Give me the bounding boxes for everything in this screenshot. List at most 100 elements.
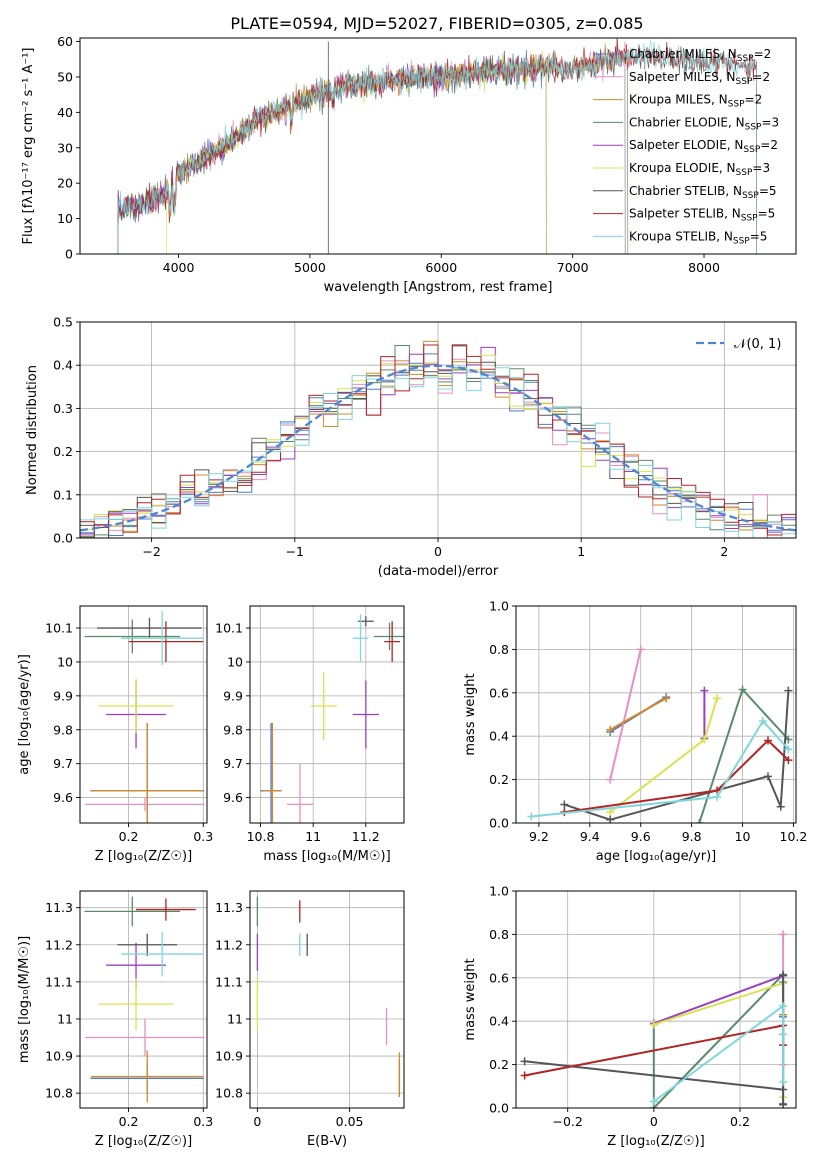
x-tick-label: 0.05 — [336, 1114, 364, 1129]
y-tick-label: 10 — [57, 211, 73, 226]
y-tick-label: 1.0 — [489, 884, 509, 899]
x-axis-label: E(B-V) — [307, 1134, 347, 1149]
weight-line-7 — [564, 739, 790, 814]
legend-label: Kroupa ELODIE, NSSP=3 — [629, 161, 770, 178]
errorbar-point-8 — [352, 614, 369, 662]
plus-marker — [606, 815, 615, 823]
legend-tail: =5 — [758, 207, 776, 221]
plus-marker — [758, 717, 767, 726]
plus-marker — [560, 800, 569, 809]
y-tick-label: 9.8 — [53, 722, 73, 737]
errorbar-point-7 — [128, 621, 204, 662]
plus-marker — [738, 685, 747, 694]
legend-tail: =2 — [760, 138, 778, 152]
y-axis-label: age [log₁₀(age/yr)] — [17, 654, 32, 775]
weight-line-4 — [653, 974, 784, 1025]
errorbar-point-3 — [84, 619, 181, 654]
x-axis-label: age [log₁₀(age/yr)] — [596, 849, 717, 864]
y-tick-label: 9.9 — [53, 688, 73, 703]
y-tick-label: 10.9 — [215, 1049, 243, 1064]
errorbar-point-3 — [84, 896, 181, 927]
plus-marker — [520, 1071, 529, 1080]
axes-frame — [515, 890, 797, 1109]
y-tick-label: 0.3 — [53, 401, 73, 416]
legend-label: Kroupa MILES, NSSP=2 — [629, 93, 762, 110]
legend-label: Chabrier STELIB, NSSP=5 — [629, 184, 777, 201]
errorbar-point-8 — [121, 611, 204, 666]
legend-label: Chabrier MILES, NSSP=2 — [629, 47, 771, 64]
errorbar-point-3 — [373, 622, 404, 651]
legend-tail: =3 — [752, 161, 770, 175]
y-tick-label: 60 — [57, 34, 73, 49]
x-tick-label: 0.2 — [119, 829, 139, 844]
legend-tail: =2 — [745, 93, 763, 107]
legend-subscript: SSP — [737, 54, 754, 64]
y-tick-label: 20 — [57, 176, 73, 191]
plot-content — [527, 645, 793, 823]
y-tick-label: 40 — [57, 105, 73, 120]
y-tick-label: 0.4 — [489, 1014, 509, 1029]
y-tick-label: 0.4 — [53, 358, 73, 373]
y-tick-label: 10.8 — [215, 1086, 243, 1101]
errorbar-point-5 — [98, 678, 174, 734]
plus-marker — [776, 802, 785, 811]
x-axis-label: Z [log₁₀(Z/Z☉)] — [95, 1134, 192, 1149]
x-tick-label: 0.2 — [119, 1114, 139, 1129]
plus-marker — [784, 756, 793, 765]
legend-subscript: SSP — [736, 168, 753, 178]
x-tick-label: 9.8 — [682, 829, 702, 844]
axes-frame — [79, 890, 208, 1109]
plus-marker — [779, 1077, 788, 1086]
plot-content — [84, 896, 205, 1103]
y-tick-label: 0.0 — [489, 1101, 509, 1116]
legend-name: Salpeter STELIB, N — [629, 207, 741, 221]
x-axis-label: Z [log₁₀(Z/Z☉)] — [607, 1134, 704, 1149]
plus-marker — [695, 819, 704, 823]
histogram-step-7 — [80, 344, 796, 538]
y-tick-label: 9.6 — [53, 790, 73, 805]
legend-name: Kroupa ELODIE, N — [629, 161, 736, 175]
y-tick-label: 11.2 — [45, 937, 73, 952]
legend-tail: =5 — [750, 229, 768, 243]
axes-frame — [79, 605, 208, 824]
legend-name: Chabrier MILES, N — [629, 47, 737, 61]
plus-marker — [784, 686, 793, 695]
legend-subscript: SSP — [743, 145, 760, 155]
y-tick-label: 11.2 — [215, 937, 243, 952]
legend-name: Chabrier ELODIE, N — [629, 115, 745, 129]
y-tick-label: 0.5 — [53, 315, 73, 330]
y-tick-label: 10.8 — [45, 1086, 73, 1101]
plus-marker — [636, 645, 645, 654]
legend-name: Kroupa STELIB, N — [629, 229, 733, 243]
legend-subscript: SSP — [741, 214, 758, 224]
x-tick-label: 9.2 — [529, 829, 549, 844]
errorbar-point-6 — [117, 933, 178, 956]
errorbar-point-1 — [85, 1018, 205, 1057]
x-tick-label: 4000 — [163, 260, 195, 275]
y-tick-label: 0.8 — [489, 642, 509, 657]
x-tick-label: −0.2 — [553, 1114, 583, 1129]
legend-label: 𝒩(0, 1) — [734, 337, 781, 352]
x-axis-label: Z [log₁₀(Z/Z☉)] — [95, 849, 192, 864]
errorbar-point-2 — [91, 1050, 204, 1103]
weight-line-1 — [609, 649, 642, 780]
errorbar-point-2 — [263, 722, 282, 823]
plus-marker — [520, 1057, 529, 1066]
x-tick-label: 0 — [650, 1114, 658, 1129]
plus-marker — [527, 812, 536, 821]
legend-tail: =3 — [761, 115, 779, 129]
x-tick-label: 10.2 — [780, 829, 808, 844]
plot-content — [84, 611, 205, 823]
y-tick-label: 10.1 — [45, 621, 73, 636]
y-tick-label: 50 — [57, 69, 73, 84]
axes-frame — [249, 605, 405, 824]
legend-label: Kroupa STELIB, NSSP=5 — [629, 229, 767, 246]
legend-label: Chabrier ELODIE, NSSP=3 — [629, 115, 779, 132]
y-tick-label: 9.9 — [223, 688, 243, 703]
normal-reference-curve — [80, 364, 796, 532]
x-tick-label: 0.2 — [730, 1114, 750, 1129]
y-tick-label: 0.6 — [489, 685, 509, 700]
y-tick-label: 10.9 — [45, 1049, 73, 1064]
